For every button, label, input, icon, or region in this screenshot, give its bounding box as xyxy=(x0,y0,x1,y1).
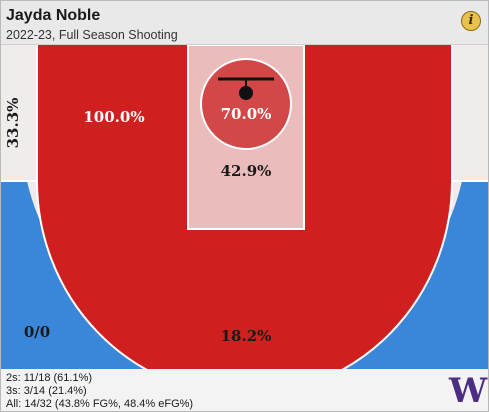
zone-right-corner[interactable] xyxy=(452,45,488,181)
above-break-label: 18.2% xyxy=(221,327,272,345)
three-point-line xyxy=(36,45,453,369)
mid-range-label: 100.0% xyxy=(83,108,144,126)
header: Jayda Noble 2022-23, Full Season Shootin… xyxy=(1,1,488,45)
threes-summary: 3s: 3/14 (21.4%) xyxy=(6,385,87,397)
player-name: Jayda Noble xyxy=(6,7,101,24)
right-corner-label: 0/0 xyxy=(24,323,50,341)
paint-label: 42.9% xyxy=(221,162,272,180)
hoop-icon xyxy=(239,86,253,100)
zone-left-corner[interactable] xyxy=(1,45,37,181)
twos-summary: 2s: 11/18 (61.1%) xyxy=(6,372,93,384)
left-corner-label: 33.3% xyxy=(4,98,22,149)
season-subtitle: 2022-23, Full Season Shooting xyxy=(6,28,178,42)
zone-rim[interactable] xyxy=(200,58,292,150)
shooting-summary: 2s: 11/18 (61.1%) 3s: 3/14 (21.4%) All: … xyxy=(6,372,193,411)
rim-label: 70.0% xyxy=(221,105,272,123)
all-summary: All: 14/32 (43.8% FG%, 48.4% eFG%) xyxy=(6,398,194,410)
court-shot-chart: 33.3% 100.0% 70.0% 42.9% 0/0 18.2% xyxy=(1,45,488,369)
info-icon[interactable]: i xyxy=(461,11,481,31)
team-logo: W xyxy=(449,371,488,411)
